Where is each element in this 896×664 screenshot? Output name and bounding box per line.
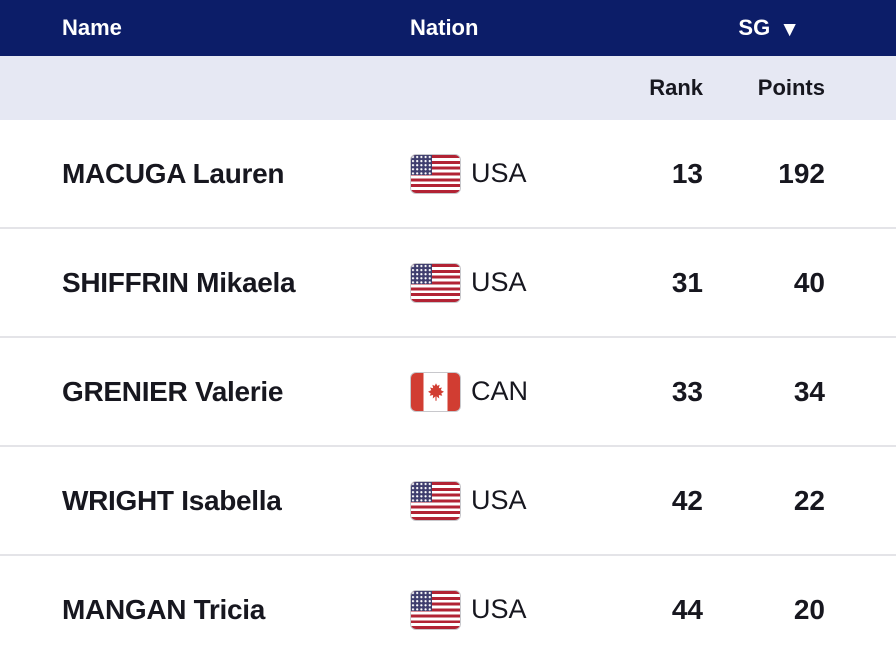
rank-value: 44 [671,593,703,625]
nation-code: USA [471,267,527,297]
nation-cell: USA [410,480,560,521]
rank-value: 33 [671,375,703,407]
table-header-row: Name Nation SG ▼ [0,0,896,56]
column-header-nation[interactable]: Nation [410,15,479,40]
points-value: 34 [793,375,825,407]
canada-flag-icon [410,371,461,412]
points-value: 22 [793,484,825,516]
rank-value: 42 [671,484,703,516]
usa-flag-icon [410,589,461,630]
sort-descending-icon: ▼ [779,17,800,41]
athlete-name[interactable]: WRIGHT Isabella [62,484,282,516]
nation-cell: USA [410,589,560,630]
table-row[interactable]: GRENIER Valerie CAN 33 34 [0,336,896,445]
points-value: 192 [778,157,825,189]
nation-code: USA [471,485,527,515]
table-row[interactable]: MACUGA Lauren USA 13 192 [0,120,896,227]
nation-code: USA [471,158,527,188]
athlete-name[interactable]: MANGAN Tricia [62,593,266,625]
column-header-sg[interactable]: SG ▼ [560,15,825,41]
athlete-name[interactable]: SHIFFRIN Mikaela [62,266,296,298]
nation-cell: CAN [410,371,560,412]
usa-flag-icon [410,480,461,521]
column-header-rank[interactable]: Rank [649,75,703,100]
table-row[interactable]: MANGAN Tricia USA 44 20 [0,554,896,663]
nation-cell: USA [410,262,560,303]
table-body: MACUGA Lauren USA 13 192 SHIFFRIN Mikael… [0,120,896,663]
athlete-name[interactable]: MACUGA Lauren [62,157,285,189]
column-header-name[interactable]: Name [62,15,122,40]
table-subheader-row: Rank Points [0,56,896,120]
points-value: 40 [793,266,825,298]
table-row[interactable]: SHIFFRIN Mikaela USA 31 40 [0,227,896,336]
usa-flag-icon [410,153,461,194]
rank-value: 13 [671,157,703,189]
usa-flag-icon [410,262,461,303]
nation-code: USA [471,594,527,624]
table-row[interactable]: WRIGHT Isabella USA 42 22 [0,445,896,554]
nation-code: CAN [471,376,529,406]
sg-column-label: SG [738,15,771,40]
points-value: 20 [793,593,825,625]
nation-cell: USA [410,153,560,194]
athlete-name[interactable]: GRENIER Valerie [62,375,284,407]
column-header-points[interactable]: Points [757,75,825,100]
rank-value: 31 [671,266,703,298]
